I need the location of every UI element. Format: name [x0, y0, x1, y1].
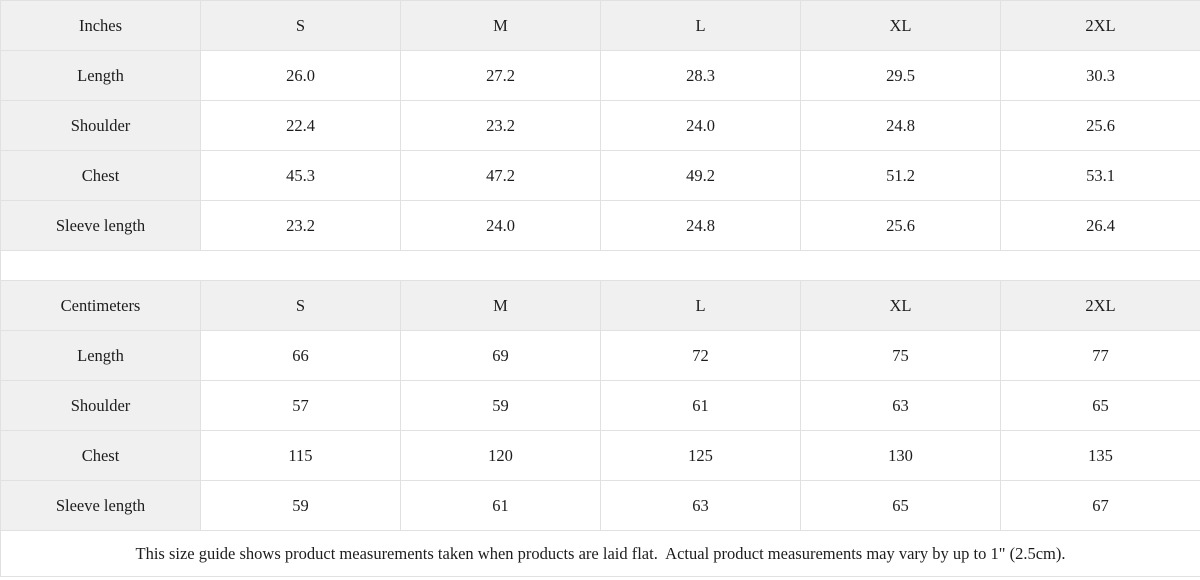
- table-row: Shoulder 57 59 61 63 65: [0, 380, 1200, 431]
- size-header-cell: M: [400, 280, 601, 331]
- measurement-value-cell: 51.2: [800, 150, 1001, 201]
- measurement-value-cell: 115: [200, 430, 401, 481]
- unit-header-cell: Centimeters: [0, 280, 201, 331]
- measurement-value-cell: 125: [600, 430, 801, 481]
- measurement-value-cell: 67: [1000, 480, 1200, 531]
- size-header-cell: L: [600, 0, 801, 51]
- measurement-value-cell: 53.1: [1000, 150, 1200, 201]
- spacer-row: [0, 250, 1200, 281]
- measurement-label-cell: Chest: [0, 430, 201, 481]
- unit-header-cell: Inches: [0, 0, 201, 51]
- measurement-value-cell: 135: [1000, 430, 1200, 481]
- measurement-value-cell: 22.4: [200, 100, 401, 151]
- table-row: Length 26.0 27.2 28.3 29.5 30.3: [0, 50, 1200, 101]
- footer-note-row: This size guide shows product measuremen…: [0, 530, 1200, 577]
- measurement-value-cell: 26.0: [200, 50, 401, 101]
- measurement-value-cell: 65: [1000, 380, 1200, 431]
- size-header-cell: S: [200, 280, 401, 331]
- measurement-label-cell: Chest: [0, 150, 201, 201]
- measurement-value-cell: 24.8: [800, 100, 1001, 151]
- measurement-value-cell: 120: [400, 430, 601, 481]
- table-row: Sleeve length 23.2 24.0 24.8 25.6 26.4: [0, 200, 1200, 251]
- measurement-value-cell: 24.0: [400, 200, 601, 251]
- measurement-value-cell: 29.5: [800, 50, 1001, 101]
- measurement-value-cell: 24.0: [600, 100, 801, 151]
- measurement-value-cell: 28.3: [600, 50, 801, 101]
- measurement-value-cell: 59: [200, 480, 401, 531]
- measurement-value-cell: 63: [600, 480, 801, 531]
- size-header-cell: XL: [800, 0, 1001, 51]
- table-row: Chest 115 120 125 130 135: [0, 430, 1200, 481]
- size-header-cell: 2XL: [1000, 0, 1200, 51]
- measurement-value-cell: 27.2: [400, 50, 601, 101]
- size-header-cell: S: [200, 0, 401, 51]
- measurement-value-cell: 130: [800, 430, 1001, 481]
- size-header-cell: M: [400, 0, 601, 51]
- measurement-label-cell: Sleeve length: [0, 480, 201, 531]
- measurement-value-cell: 45.3: [200, 150, 401, 201]
- table-row: Length 66 69 72 75 77: [0, 330, 1200, 381]
- measurement-value-cell: 72: [600, 330, 801, 381]
- measurement-value-cell: 63: [800, 380, 1001, 431]
- measurement-label-cell: Shoulder: [0, 100, 201, 151]
- measurement-label-cell: Sleeve length: [0, 200, 201, 251]
- measurement-value-cell: 75: [800, 330, 1001, 381]
- table-row: Sleeve length 59 61 63 65 67: [0, 480, 1200, 531]
- measurement-value-cell: 25.6: [800, 200, 1001, 251]
- measurement-value-cell: 23.2: [200, 200, 401, 251]
- size-guide-note: This size guide shows product measuremen…: [0, 530, 1200, 577]
- spacer-cell: [0, 250, 1200, 281]
- measurement-value-cell: 30.3: [1000, 50, 1200, 101]
- measurement-value-cell: 25.6: [1000, 100, 1200, 151]
- measurement-value-cell: 59: [400, 380, 601, 431]
- measurement-value-cell: 47.2: [400, 150, 601, 201]
- measurement-value-cell: 24.8: [600, 200, 801, 251]
- measurement-value-cell: 26.4: [1000, 200, 1200, 251]
- measurement-label-cell: Length: [0, 50, 201, 101]
- measurement-value-cell: 66: [200, 330, 401, 381]
- size-header-cell: 2XL: [1000, 280, 1200, 331]
- size-header-cell: XL: [800, 280, 1001, 331]
- measurement-value-cell: 65: [800, 480, 1001, 531]
- measurement-label-cell: Length: [0, 330, 201, 381]
- measurement-value-cell: 77: [1000, 330, 1200, 381]
- measurement-label-cell: Shoulder: [0, 380, 201, 431]
- measurement-value-cell: 61: [600, 380, 801, 431]
- table-row: Chest 45.3 47.2 49.2 51.2 53.1: [0, 150, 1200, 201]
- measurement-value-cell: 49.2: [600, 150, 801, 201]
- measurement-value-cell: 69: [400, 330, 601, 381]
- measurement-value-cell: 61: [400, 480, 601, 531]
- centimeters-header-row: Centimeters S M L XL 2XL: [0, 280, 1200, 331]
- size-header-cell: L: [600, 280, 801, 331]
- table-row: Shoulder 22.4 23.2 24.0 24.8 25.6: [0, 100, 1200, 151]
- measurement-value-cell: 23.2: [400, 100, 601, 151]
- inches-header-row: Inches S M L XL 2XL: [0, 0, 1200, 51]
- measurement-value-cell: 57: [200, 380, 401, 431]
